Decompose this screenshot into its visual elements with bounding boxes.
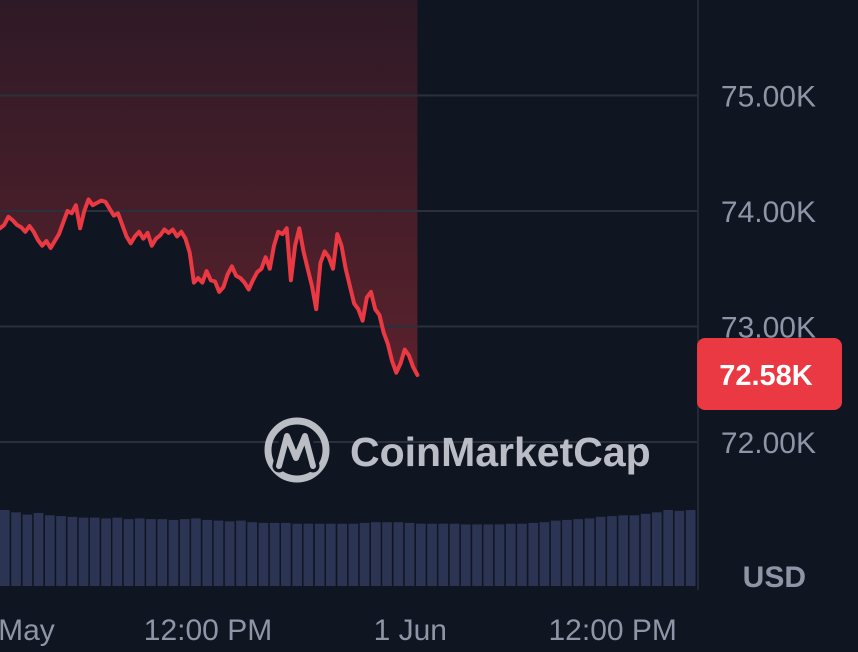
area-fill-layer bbox=[0, 0, 418, 375]
volume-bar bbox=[573, 519, 583, 586]
volume-bar bbox=[269, 522, 280, 586]
watermark: CoinMarketCap bbox=[264, 417, 651, 483]
area-fill bbox=[0, 0, 418, 375]
volume-bar bbox=[101, 518, 111, 586]
volume-bar bbox=[67, 516, 78, 586]
volume-bar bbox=[146, 519, 156, 586]
volume-bar bbox=[427, 523, 437, 586]
volume-bar bbox=[517, 523, 527, 586]
x-tick-label: 12:00 PM bbox=[144, 614, 272, 647]
volume-bar bbox=[494, 524, 505, 586]
y-tick-label: 75.00K bbox=[721, 81, 816, 114]
volume-bar bbox=[213, 520, 224, 586]
volume-bar bbox=[89, 517, 100, 586]
volume-bar bbox=[45, 515, 55, 586]
price-line bbox=[0, 197, 420, 377]
volume-bar bbox=[562, 519, 572, 586]
current-price-badge: 72.58K bbox=[697, 338, 842, 410]
volume-bar bbox=[247, 522, 257, 586]
volume-bar bbox=[483, 524, 494, 586]
volume-bar bbox=[326, 523, 336, 586]
volume-bar bbox=[438, 523, 449, 586]
volume-bar bbox=[123, 519, 134, 586]
volume-bar bbox=[337, 523, 347, 586]
volume-bar bbox=[539, 522, 550, 586]
volume-bar bbox=[472, 524, 482, 586]
volume-bar bbox=[33, 513, 44, 586]
volume-bar bbox=[258, 522, 269, 586]
watermark-text: CoinMarketCap bbox=[350, 429, 651, 475]
volume-bar bbox=[157, 519, 168, 586]
coinmarketcap-logo-icon bbox=[264, 417, 330, 483]
volume-bar bbox=[78, 517, 89, 586]
volume-bar bbox=[393, 522, 404, 586]
volume-bar bbox=[112, 517, 123, 586]
unit-label: USD bbox=[743, 561, 806, 594]
volume-bar bbox=[674, 510, 685, 586]
volume-bar bbox=[371, 522, 381, 586]
volume-bar bbox=[314, 523, 325, 586]
x-tick-label: 1 Jun bbox=[374, 614, 447, 647]
price-line-layer bbox=[0, 197, 420, 377]
volume-bar bbox=[281, 522, 291, 586]
volume-bar bbox=[382, 522, 392, 586]
grid-layer bbox=[0, 94, 697, 443]
volume-bar bbox=[449, 523, 460, 586]
volume-bar bbox=[168, 519, 179, 586]
volume-bar bbox=[550, 520, 561, 586]
volume-bars bbox=[0, 510, 696, 586]
volume-bar bbox=[348, 523, 359, 586]
volume-bar bbox=[640, 513, 651, 586]
volume-bar bbox=[652, 512, 662, 586]
volume-bar bbox=[663, 510, 673, 586]
volume-bar bbox=[0, 510, 10, 586]
volume-bar bbox=[202, 519, 213, 586]
volume-bar bbox=[505, 523, 516, 586]
volume-bar bbox=[224, 521, 235, 586]
volume-bar bbox=[134, 518, 145, 586]
current-price-badge-bg bbox=[697, 338, 842, 410]
volume-bar bbox=[618, 515, 628, 586]
volume-bar bbox=[460, 524, 471, 586]
volume-bar bbox=[416, 523, 426, 586]
current-price-label: 72.58K bbox=[719, 360, 813, 392]
y-tick-label: 74.00K bbox=[721, 196, 816, 229]
volume-bar bbox=[191, 518, 201, 586]
volume-bar bbox=[236, 520, 246, 586]
volume-bar bbox=[179, 519, 190, 586]
volume-bar bbox=[584, 518, 595, 586]
y-tick-label: 72.00K bbox=[721, 427, 816, 460]
x-tick-label: 12:00 PM bbox=[548, 614, 676, 647]
volume-bar bbox=[607, 516, 617, 586]
x-tick-labels: 31 May 12:00 PM 1 Jun 12:00 PM bbox=[0, 614, 677, 647]
volume-bar bbox=[11, 512, 21, 586]
x-tick-label: 31 May bbox=[0, 614, 55, 647]
volume-bar bbox=[292, 523, 302, 586]
volume-bar bbox=[404, 522, 415, 586]
volume-bar bbox=[685, 510, 696, 586]
volume-bar bbox=[303, 523, 314, 586]
volume-bar bbox=[22, 514, 33, 586]
volume-bar bbox=[359, 522, 370, 586]
volume-bar bbox=[629, 515, 640, 586]
volume-bar bbox=[56, 516, 66, 586]
volume-bar bbox=[595, 516, 606, 586]
volume-bar bbox=[528, 522, 539, 586]
